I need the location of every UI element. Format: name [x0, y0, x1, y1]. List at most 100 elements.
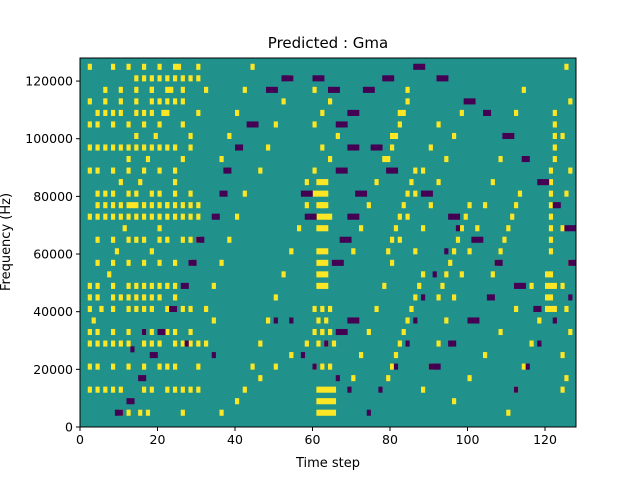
heatmap-cell-high [138, 409, 143, 416]
heatmap-cell-high [126, 259, 131, 266]
heatmap-cell-high [409, 179, 414, 186]
heatmap-cell-low [351, 317, 356, 324]
heatmap-cell-high [165, 282, 170, 289]
heatmap-cell-high [552, 132, 557, 140]
heatmap-cell-high [498, 328, 503, 336]
heatmap-cell-high [316, 386, 321, 393]
heatmap-cell-high [196, 386, 201, 393]
heatmap-cell-low [362, 190, 368, 197]
heatmap-cell-high [320, 179, 325, 186]
heatmap-cell-high [87, 294, 92, 301]
y-tick-label: 20000 [33, 362, 73, 377]
heatmap-cell-high [157, 363, 162, 370]
heatmap-cell-high [537, 317, 542, 324]
plot-frame [79, 57, 577, 428]
heatmap-cell-high [142, 386, 147, 393]
heatmap-cell-high [165, 363, 170, 370]
heatmap-cell-high [235, 109, 240, 116]
heatmap-cell-high [173, 259, 178, 266]
heatmap-cell-high [173, 340, 178, 347]
heatmap-cell-high [560, 225, 565, 232]
heatmap-cell-high [328, 363, 333, 370]
heatmap-cell-high [382, 156, 387, 163]
heatmap-cell-high [328, 213, 333, 220]
heatmap-cell-low [246, 121, 251, 128]
heatmap-cell-high [134, 294, 139, 301]
heatmap-cell-high [95, 363, 100, 370]
heatmap-cell-low [471, 317, 476, 324]
heatmap-cell-low [370, 86, 375, 93]
heatmap-cell-high [552, 121, 557, 128]
heatmap-cell-high [165, 305, 170, 312]
heatmap-cell-high [196, 75, 201, 82]
heatmap-cell-low [308, 213, 313, 220]
heatmap-cell-low [269, 86, 275, 93]
heatmap-cell-high [397, 236, 402, 243]
heatmap-cell-high [111, 259, 116, 266]
heatmap-cell-high [134, 98, 139, 105]
heatmap-cell-high [401, 109, 406, 116]
heatmap-cell-low [432, 363, 437, 370]
heatmap-cell-high [126, 328, 131, 336]
heatmap-cell-high [552, 305, 557, 312]
heatmap-cell-low [421, 190, 426, 197]
heatmap-cell-high [149, 75, 154, 82]
heatmap-cell-high [118, 202, 123, 209]
heatmap-cell-low [510, 132, 515, 140]
heatmap-cell-high [390, 259, 395, 266]
heatmap-cell-high [386, 156, 391, 163]
heatmap-cell-high [134, 190, 139, 197]
heatmap-cell-high [126, 340, 131, 347]
heatmap-cell-high [324, 259, 329, 266]
heatmap-cell-high [413, 294, 418, 301]
heatmap-cell-high [165, 328, 170, 336]
heatmap-cell-high [165, 202, 170, 209]
heatmap-cell-high [111, 63, 116, 70]
heatmap-cell-high [316, 202, 321, 209]
heatmap-cell-high [548, 305, 554, 312]
y-tick-label: 100000 [25, 131, 73, 146]
heatmap-cell-high [560, 282, 565, 289]
heatmap-cell-high [328, 398, 333, 405]
heatmap-cell-high [142, 236, 147, 243]
heatmap-cell-high [87, 328, 92, 336]
heatmap-cell-high [95, 202, 100, 209]
heatmap-cell-high [521, 86, 526, 93]
heatmap-cell-high [444, 317, 449, 324]
heatmap-cell-high [111, 340, 116, 347]
heatmap-cell-high [142, 340, 147, 347]
heatmap-cell-high [304, 179, 309, 186]
heatmap-cell-high [324, 179, 329, 186]
heatmap-cell-high [320, 328, 325, 336]
heatmap-cell-high [242, 386, 247, 393]
heatmap-cell-high [157, 259, 162, 266]
heatmap-cell-low [335, 86, 340, 93]
heatmap-cell-low [545, 179, 550, 186]
heatmap-cell-high [118, 86, 123, 93]
heatmap-cell-high [145, 409, 151, 416]
heatmap-cell-high [95, 328, 100, 336]
heatmap-cell-high [324, 225, 329, 232]
heatmap-cell-low [351, 144, 356, 151]
heatmap-cell-high [165, 144, 170, 151]
heatmap-cell-high [95, 259, 100, 266]
heatmap-cell-high [211, 317, 216, 324]
heatmap-cell-high [188, 75, 193, 82]
heatmap-cell-high [320, 271, 325, 278]
heatmap-cell-high [401, 202, 406, 209]
heatmap-cell-low [188, 259, 193, 266]
heatmap-cell-high [103, 202, 108, 209]
heatmap-cell-low [533, 305, 538, 312]
heatmap-cell-high [134, 305, 139, 312]
heatmap-cell-high [165, 386, 170, 393]
heatmap-cell-high [111, 144, 116, 151]
heatmap-cell-low [138, 375, 143, 382]
heatmap-cell-low [285, 75, 290, 82]
heatmap-cell-high [428, 144, 433, 151]
heatmap-cell-high [258, 167, 263, 174]
heatmap-cell-high [149, 144, 154, 151]
y-axis-label: Frequency (Hz) [0, 193, 14, 291]
heatmap-cell-low [227, 167, 232, 174]
heatmap-cell-high [393, 225, 399, 232]
heatmap-cell-high [126, 363, 131, 370]
